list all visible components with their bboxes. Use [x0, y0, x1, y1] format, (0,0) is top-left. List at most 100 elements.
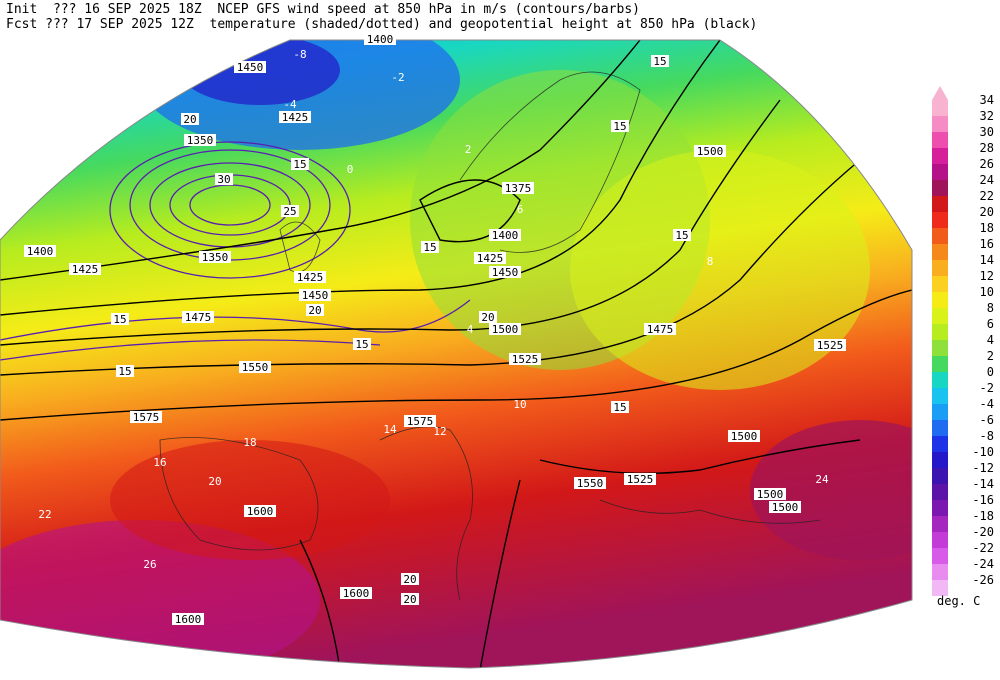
temperature-label: 20: [208, 475, 221, 488]
height-label: 1500: [492, 323, 519, 336]
hot-southeast: [750, 420, 912, 560]
wind-label: 15: [118, 365, 131, 378]
temperature-label: -4: [283, 98, 297, 111]
forecast-time: Fcst ??? 17 SEP 2025 12Z: [6, 17, 194, 32]
legend-label: 2: [987, 349, 994, 363]
wind-label-box: [651, 55, 669, 67]
temperature-label: 18: [243, 436, 256, 449]
temperature-label: 2: [465, 143, 472, 156]
legend-swatch: [932, 276, 948, 292]
height-label-box: [754, 488, 786, 500]
legend-swatch: [932, 292, 948, 308]
legend-label: 26: [980, 157, 994, 171]
wind-label-box: [291, 158, 309, 170]
legend-swatch: [932, 500, 948, 516]
init-time: Init ??? 16 SEP 2025 18Z: [6, 2, 202, 17]
legend-label: 20: [980, 205, 994, 219]
temperature-label: 0: [347, 163, 354, 176]
wind-label-box: [111, 313, 129, 325]
wind-label: 15: [355, 338, 368, 351]
legend-label: 32: [980, 109, 994, 123]
height-label: 1500: [772, 501, 799, 514]
height-label: 1400: [367, 33, 394, 46]
legend-label: 6: [987, 317, 994, 331]
legend-label: -2: [980, 381, 994, 395]
height-label-box: [299, 289, 331, 301]
height-label-box: [364, 33, 396, 45]
height-label-box: [24, 245, 56, 257]
temperature-label: 10: [513, 398, 526, 411]
legend-swatch: [932, 260, 948, 276]
height-label-box: [509, 353, 541, 365]
sector-frame: [0, 39, 913, 669]
legend-label: -8: [980, 429, 994, 443]
height-label-box: [474, 252, 506, 264]
wind-label-box: [421, 241, 439, 253]
height-label: 1600: [175, 613, 202, 626]
wind-label-box: [281, 205, 299, 217]
legend-swatch: [932, 196, 948, 212]
legend-label: 16: [980, 237, 994, 251]
height-label-box: [489, 323, 521, 335]
height-label: 1350: [187, 134, 214, 147]
header-line-1: Init ??? 16 SEP 2025 18Z NCEP GFS wind s…: [6, 2, 640, 17]
legend-label: 22: [980, 189, 994, 203]
wind-contours: [0, 141, 471, 361]
legend-swatch: [932, 452, 948, 468]
height-labels: 1400145014251350137514001425145014751500…: [24, 33, 846, 626]
height-label: 1600: [247, 505, 274, 518]
legend-label: 18: [980, 221, 994, 235]
legend-swatch: [932, 468, 948, 484]
height-label: 1500: [731, 430, 758, 443]
temperature-label: 24: [815, 473, 829, 486]
height-label-box: [172, 613, 204, 625]
wind-label-box: [611, 401, 629, 413]
wind-label-box: [673, 229, 691, 241]
height-label-box: [340, 587, 372, 599]
legend-label: 12: [980, 269, 994, 283]
height-label: 1575: [133, 411, 160, 424]
legend-label: 30: [980, 125, 994, 139]
legend-label: -6: [980, 413, 994, 427]
height-label: 1600: [343, 587, 370, 600]
legend-swatch: [932, 228, 948, 244]
hot-iberia: [110, 440, 390, 560]
legend-swatch: [932, 324, 948, 340]
legend-swatch: [932, 340, 948, 356]
legend-swatch: [932, 212, 948, 228]
wind-label: 20: [403, 593, 416, 606]
temperature-label: 4: [467, 323, 474, 336]
wind-label: 15: [293, 158, 306, 171]
legend-label: -18: [972, 509, 994, 523]
legend-swatch: [932, 580, 948, 596]
height-label-box: [769, 501, 801, 513]
legend-swatch: [932, 308, 948, 324]
height-label-box: [234, 61, 266, 73]
legend-swatch: [932, 436, 948, 452]
height-label-box: [502, 182, 534, 194]
wind-label-box: [401, 573, 419, 585]
height-label-box: [574, 477, 606, 489]
legend-swatch: [932, 388, 948, 404]
legend-swatch: [932, 420, 948, 436]
wind-label: 15: [113, 313, 126, 326]
temperature-label: 6: [517, 203, 524, 216]
height-label-box: [239, 361, 271, 373]
height-label-box: [814, 339, 846, 351]
height-label: 1350: [202, 251, 229, 264]
wind-label-box: [611, 120, 629, 132]
height-label-box: [279, 111, 311, 123]
height-label-box: [624, 473, 656, 485]
product-title: NCEP GFS wind speed at 850 hPa in m/s (c…: [217, 2, 640, 17]
temperature-label: 12: [433, 425, 446, 438]
legend-label: -22: [972, 541, 994, 555]
wind-label-box: [479, 311, 497, 323]
height-label-box: [182, 311, 214, 323]
legend-label: -26: [972, 573, 994, 587]
wind-label-box: [306, 304, 324, 316]
wind-label: 15: [613, 401, 626, 414]
height-label: 1475: [647, 323, 674, 336]
wind-label: 15: [653, 55, 666, 68]
height-label: 1425: [297, 271, 324, 284]
